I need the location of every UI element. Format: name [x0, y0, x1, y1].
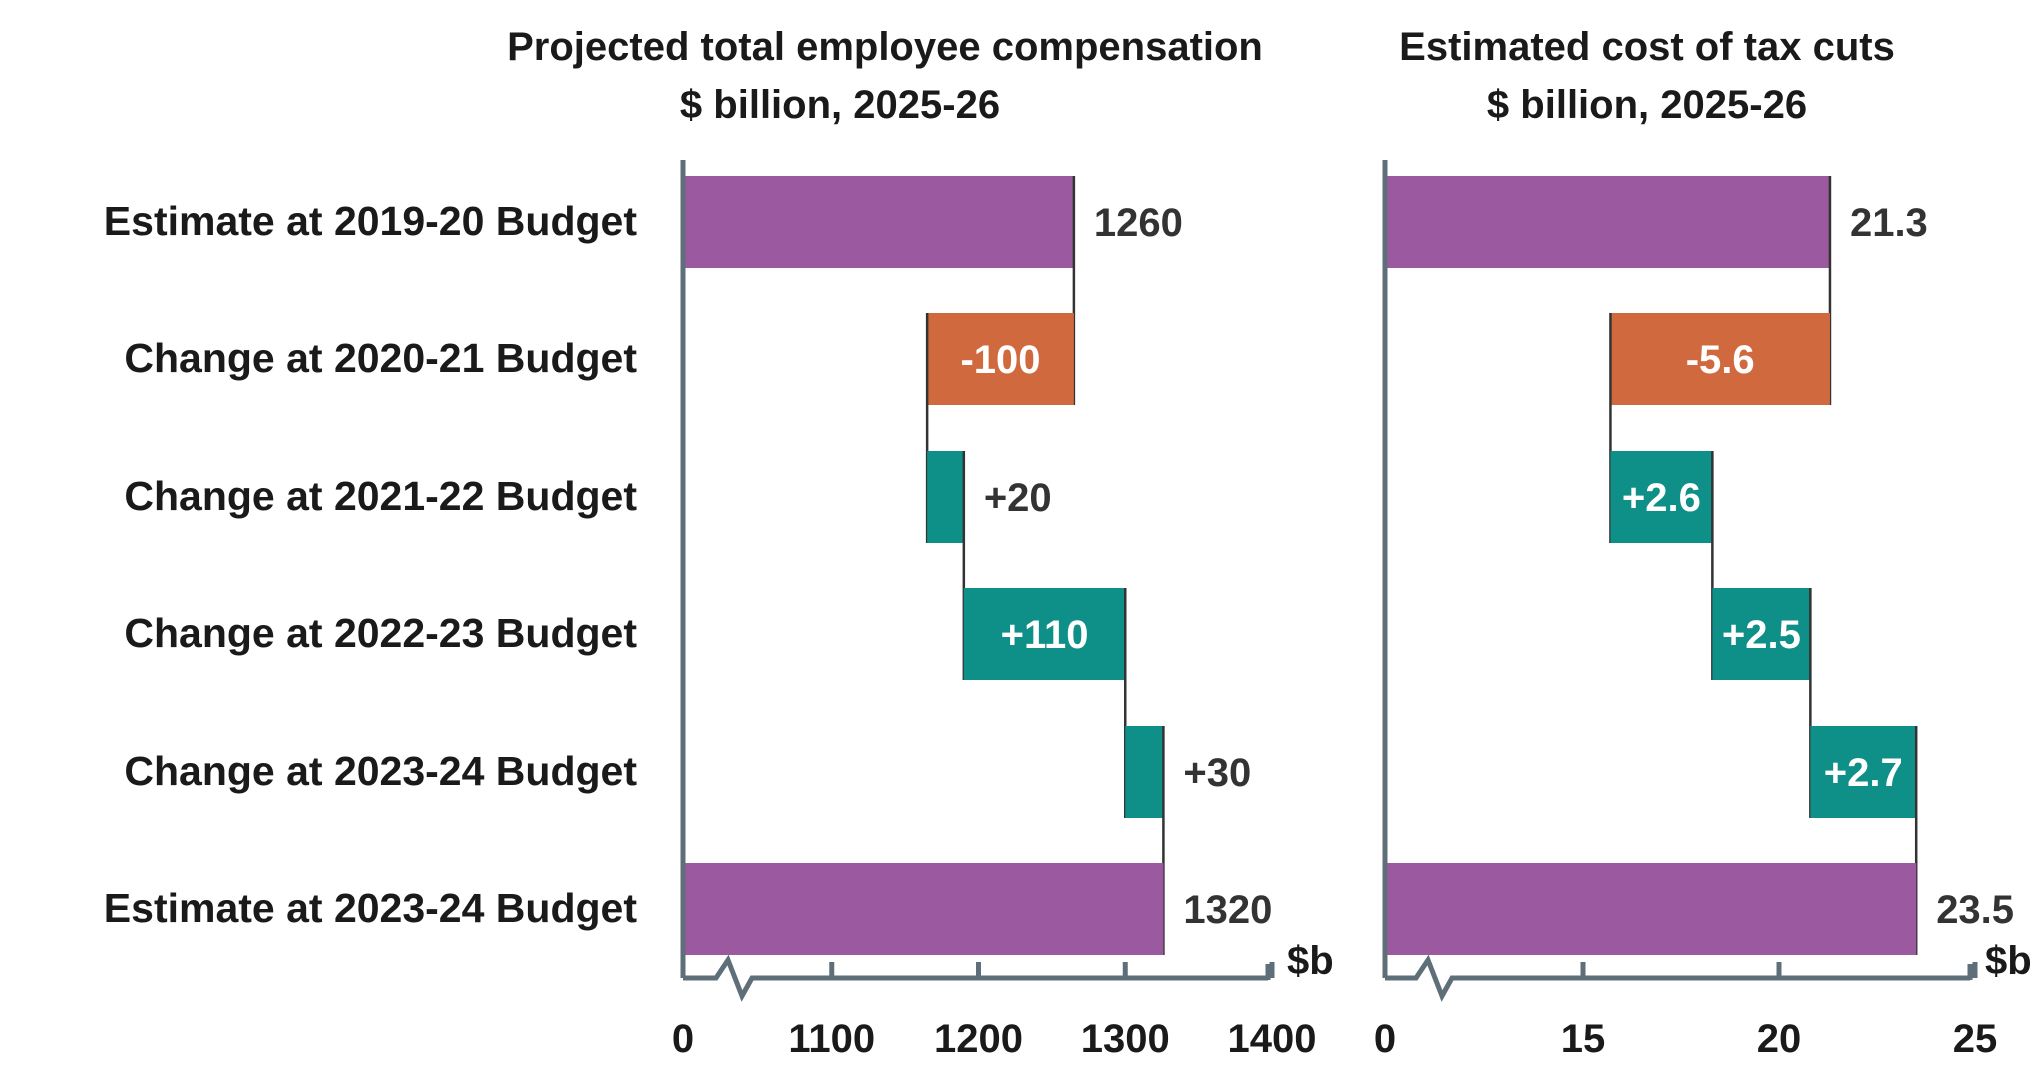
- x-tick-label: 1400: [1228, 1017, 1317, 1061]
- waterfall-bar-total: [1387, 863, 1917, 955]
- category-label: Change at 2021-22 Budget: [124, 473, 637, 519]
- bar-value-label: 21.3: [1850, 201, 1928, 245]
- x-tick-label: 15: [1561, 1017, 1606, 1061]
- waterfall-bar-total: [685, 863, 1164, 955]
- left-waterfall-chart: 1260 -100 +20 +110 +30 1320 0 1100 1200 1300 1400 $…: [672, 160, 1334, 1061]
- bar-value-label: +2.6: [1622, 476, 1701, 520]
- left-chart-subtitle: $ billion, 2025-26: [680, 83, 1000, 127]
- bar-value-label: -5.6: [1686, 338, 1755, 382]
- category-label: Change at 2022-23 Budget: [124, 610, 637, 656]
- bar-value-label: -100: [960, 338, 1040, 382]
- x-tick-label: 1200: [934, 1017, 1023, 1061]
- axis-unit-label: $b: [1287, 939, 1334, 983]
- category-label: Estimate at 2023-24 Budget: [104, 885, 638, 931]
- bar-value-label: +30: [1183, 751, 1251, 795]
- waterfall-bar-increase: [1810, 726, 1917, 818]
- x-tick-label: 1100: [788, 1017, 875, 1061]
- bar-value-label: 1320: [1183, 888, 1272, 932]
- x-tick-label: 1300: [1081, 1017, 1170, 1061]
- waterfall-bar-increase: [963, 588, 1126, 680]
- bar-value-label: +20: [984, 476, 1052, 520]
- x-axis-line-with-break: [1385, 954, 1970, 1002]
- waterfall-bar-increase: [927, 451, 964, 543]
- x-tick-label: 0: [1374, 1017, 1396, 1061]
- waterfall-bar-increase: [1610, 451, 1713, 543]
- waterfall-bar-decrease: [1610, 313, 1830, 405]
- waterfall-bar-increase: [1125, 726, 1164, 818]
- category-label: Estimate at 2019-20 Budget: [104, 198, 638, 244]
- bar-value-label: +110: [1001, 613, 1089, 657]
- x-axis-line-with-break: [683, 954, 1268, 1002]
- waterfall-bar-total: [685, 176, 1074, 268]
- waterfall-bar-decrease: [927, 313, 1074, 405]
- category-label: Change at 2020-21 Budget: [124, 335, 637, 381]
- waterfall-bar-total: [1387, 176, 1830, 268]
- right-chart-subtitle: $ billion, 2025-26: [1487, 83, 1807, 127]
- waterfall-bar-increase: [1712, 588, 1811, 680]
- right-chart-title: Estimated cost of tax cuts: [1399, 25, 1895, 69]
- category-label: Change at 2023-24 Budget: [124, 748, 637, 794]
- left-chart-title: Projected total employee compensation: [507, 25, 1263, 69]
- x-tick-label: 20: [1757, 1017, 1802, 1061]
- bar-value-label: 1260: [1094, 201, 1183, 245]
- axis-unit-label: $b: [1985, 939, 2032, 983]
- x-tick-label: 0: [672, 1017, 694, 1061]
- x-tick-label: 25: [1953, 1017, 1998, 1061]
- right-waterfall-chart: 21.3 -5.6 +2.6 +2.5 +2.7 23.5 0 15 20 25 $b: [1374, 160, 2032, 1061]
- bar-value-label: +2.7: [1824, 751, 1903, 795]
- bar-value-label: +2.5: [1722, 613, 1801, 657]
- bar-value-label: 23.5: [1936, 888, 2014, 932]
